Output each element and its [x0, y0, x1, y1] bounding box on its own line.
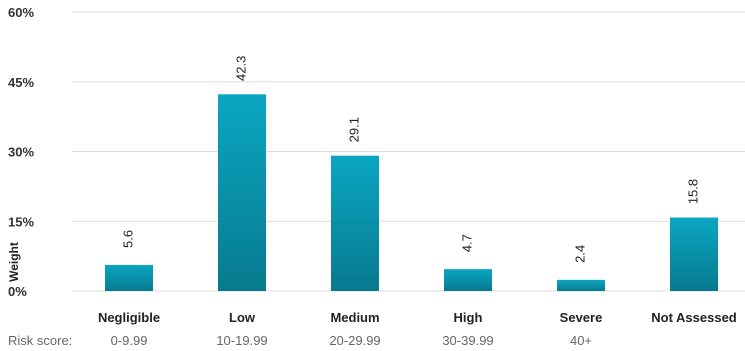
bar [557, 279, 605, 291]
category-label: Medium [330, 310, 379, 325]
data-label: 4.7 [459, 234, 474, 252]
risk-score-label: 0-9.99 [111, 333, 148, 348]
category-labels: Negligible Low Medium High Severe Not Assesse… [98, 310, 737, 325]
y-tick-label: 15% [8, 214, 34, 229]
data-label: 29.1 [346, 117, 361, 142]
y-axis-label: Weight [7, 242, 21, 282]
category-label: Low [229, 310, 256, 325]
category-label: Negligible [98, 310, 160, 325]
bar [105, 264, 153, 291]
risk-score-label: 30-39.99 [442, 333, 493, 348]
y-tick-label: 60% [8, 5, 34, 20]
data-label: 2.4 [572, 245, 587, 263]
grid-lines [72, 11, 745, 292]
y-tick-label: 45% [8, 75, 34, 90]
risk-score-title: Risk score: [8, 333, 72, 348]
data-label: 5.6 [120, 230, 135, 248]
category-label: High [454, 310, 483, 325]
risk-score-label: 20-29.99 [329, 333, 380, 348]
bar [331, 155, 379, 291]
bar [444, 269, 492, 291]
data-label: 15.8 [685, 179, 700, 204]
bar [670, 217, 718, 291]
y-tick-label: 30% [8, 145, 34, 160]
bar [218, 94, 266, 292]
category-label: Not Assessed [651, 310, 737, 325]
data-labels: 5.6 42.3 29.1 4.7 2.4 15.8 [120, 56, 700, 263]
bars [105, 94, 718, 292]
risk-score-label: 10-19.99 [216, 333, 267, 348]
risk-score-label: 40+ [570, 333, 592, 348]
risk-score-labels: 0-9.99 10-19.99 20-29.99 30-39.99 40+ [111, 333, 592, 348]
data-label: 42.3 [233, 56, 248, 81]
category-label: Severe [560, 310, 603, 325]
y-axis-ticks: 0% 15% 30% 45% 60% [8, 5, 34, 299]
y-tick-label: 0% [8, 284, 27, 299]
